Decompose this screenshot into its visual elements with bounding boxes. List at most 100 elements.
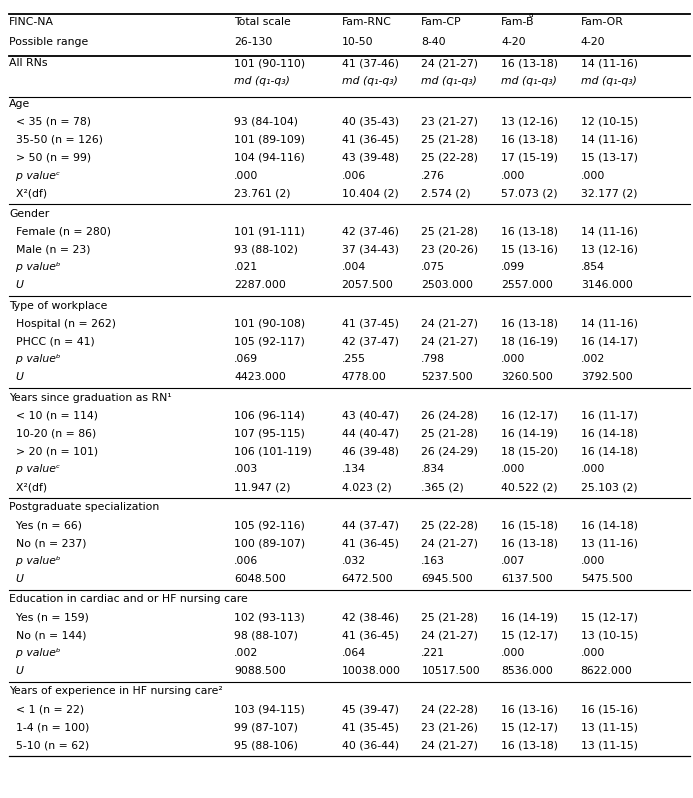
Text: 43 (40-47): 43 (40-47)	[342, 410, 398, 421]
Text: No (n = 144): No (n = 144)	[9, 630, 87, 640]
Text: .000: .000	[581, 648, 605, 658]
Text: Fam-CP: Fam-CP	[421, 17, 462, 27]
Text: .003: .003	[234, 464, 258, 474]
Text: Hospital (n = 262): Hospital (n = 262)	[9, 318, 116, 329]
Text: 16 (15-16): 16 (15-16)	[581, 704, 638, 714]
Text: 4778.00: 4778.00	[342, 373, 387, 382]
Text: 15 (13-16): 15 (13-16)	[501, 244, 558, 255]
Text: p valueᵇ: p valueᵇ	[9, 354, 60, 365]
Text: 16 (13-18): 16 (13-18)	[501, 227, 558, 237]
Text: .032: .032	[342, 556, 366, 566]
Text: .000: .000	[581, 171, 605, 180]
Text: 107 (95-115): 107 (95-115)	[234, 429, 305, 438]
Text: 14 (11-16): 14 (11-16)	[581, 58, 638, 69]
Text: 25 (21-28): 25 (21-28)	[421, 227, 478, 237]
Text: 42 (37-47): 42 (37-47)	[342, 337, 398, 346]
Text: 1-4 (n = 100): 1-4 (n = 100)	[9, 722, 89, 732]
Text: 23 (21-27): 23 (21-27)	[421, 117, 478, 127]
Text: 26-130: 26-130	[234, 37, 272, 47]
Text: 13 (11-15): 13 (11-15)	[581, 722, 638, 732]
Text: 41 (37-46): 41 (37-46)	[342, 58, 398, 69]
Text: Years of experience in HF nursing care²: Years of experience in HF nursing care²	[9, 686, 222, 697]
Text: 2557.000: 2557.000	[501, 280, 553, 290]
Text: U: U	[9, 574, 24, 584]
Text: 13 (11-16): 13 (11-16)	[581, 539, 638, 548]
Text: Gender: Gender	[9, 209, 49, 219]
Text: < 10 (n = 114): < 10 (n = 114)	[9, 410, 98, 421]
Text: 93 (88-102): 93 (88-102)	[234, 244, 298, 255]
Text: 24 (21-27): 24 (21-27)	[421, 539, 478, 548]
Text: 15 (12-17): 15 (12-17)	[501, 630, 558, 640]
Text: 42 (38-46): 42 (38-46)	[342, 612, 398, 622]
Text: md (q₁-q₃): md (q₁-q₃)	[421, 76, 477, 86]
Text: .163: .163	[421, 556, 446, 566]
Text: .834: .834	[421, 464, 446, 474]
Text: 9088.500: 9088.500	[234, 666, 286, 676]
Text: 4-20: 4-20	[501, 37, 526, 47]
Text: 10-20 (n = 86): 10-20 (n = 86)	[9, 429, 96, 438]
Text: 4423.000: 4423.000	[234, 373, 286, 382]
Text: 98 (88-107): 98 (88-107)	[234, 630, 298, 640]
Text: .000: .000	[501, 648, 525, 658]
Text: .006: .006	[234, 556, 258, 566]
Text: 4.023 (2): 4.023 (2)	[342, 482, 392, 492]
Text: 41 (36-45): 41 (36-45)	[342, 135, 398, 144]
Text: p valueᵇ: p valueᵇ	[9, 263, 60, 272]
Text: 41 (35-45): 41 (35-45)	[342, 722, 398, 732]
Text: md (q₁-q₃): md (q₁-q₃)	[581, 76, 637, 86]
Text: 4-20: 4-20	[581, 37, 606, 47]
Text: 42 (37-46): 42 (37-46)	[342, 227, 398, 237]
Text: 41 (37-45): 41 (37-45)	[342, 318, 398, 329]
Text: 24 (21-27): 24 (21-27)	[421, 318, 478, 329]
Text: 5237.500: 5237.500	[421, 373, 473, 382]
Text: Fam-OR: Fam-OR	[581, 17, 624, 27]
Text: .255: .255	[342, 354, 366, 365]
Text: X²(df): X²(df)	[9, 482, 47, 492]
Text: 93 (84-104): 93 (84-104)	[234, 117, 298, 127]
Text: 2057.500: 2057.500	[342, 280, 394, 290]
Text: p valueᶜ: p valueᶜ	[9, 171, 60, 180]
Text: 16 (14-19): 16 (14-19)	[501, 612, 558, 622]
Text: 2503.000: 2503.000	[421, 280, 473, 290]
Text: 16 (13-18): 16 (13-18)	[501, 740, 558, 750]
Text: 2.574 (2): 2.574 (2)	[421, 188, 471, 199]
Text: .000: .000	[501, 171, 525, 180]
Text: 17 (15-19): 17 (15-19)	[501, 152, 558, 163]
Text: No (n = 237): No (n = 237)	[9, 539, 87, 548]
Text: .000: .000	[234, 171, 258, 180]
Text: 10.404 (2): 10.404 (2)	[342, 188, 398, 199]
Text: 101 (90-110): 101 (90-110)	[234, 58, 306, 69]
Text: 105 (92-116): 105 (92-116)	[234, 520, 305, 531]
Text: 46 (39-48): 46 (39-48)	[342, 446, 398, 456]
Text: p valueᶜ: p valueᶜ	[9, 464, 60, 474]
Text: 25 (22-28): 25 (22-28)	[421, 152, 478, 163]
Text: 6137.500: 6137.500	[501, 574, 553, 584]
Text: 105 (92-117): 105 (92-117)	[234, 337, 305, 346]
Text: .276: .276	[421, 171, 446, 180]
Text: 40 (35-43): 40 (35-43)	[342, 117, 398, 127]
Text: 16 (13-18): 16 (13-18)	[501, 58, 558, 69]
Text: 18 (15-20): 18 (15-20)	[501, 446, 558, 456]
Text: 103 (94-115): 103 (94-115)	[234, 704, 305, 714]
Text: 13 (12-16): 13 (12-16)	[581, 244, 638, 255]
Text: 101 (91-111): 101 (91-111)	[234, 227, 305, 237]
Text: U: U	[9, 666, 24, 676]
Text: 35-50 (n = 126): 35-50 (n = 126)	[9, 135, 103, 144]
Text: 16 (14-17): 16 (14-17)	[581, 337, 638, 346]
Text: > 50 (n = 99): > 50 (n = 99)	[9, 152, 91, 163]
Text: .099: .099	[501, 263, 525, 272]
Text: 24 (21-27): 24 (21-27)	[421, 337, 478, 346]
Text: 3146.000: 3146.000	[581, 280, 633, 290]
Text: .007: .007	[501, 556, 525, 566]
Text: PHCC (n = 41): PHCC (n = 41)	[9, 337, 95, 346]
Text: 101 (90-108): 101 (90-108)	[234, 318, 306, 329]
Text: All RNs: All RNs	[9, 58, 48, 69]
Text: .021: .021	[234, 263, 258, 272]
Text: 25.103 (2): 25.103 (2)	[581, 482, 638, 492]
Text: a: a	[529, 12, 534, 18]
Text: 24 (22-28): 24 (22-28)	[421, 704, 478, 714]
Text: 8536.000: 8536.000	[501, 666, 553, 676]
Text: 16 (13-16): 16 (13-16)	[501, 704, 558, 714]
Text: .069: .069	[234, 354, 258, 365]
Text: 104 (94-116): 104 (94-116)	[234, 152, 305, 163]
